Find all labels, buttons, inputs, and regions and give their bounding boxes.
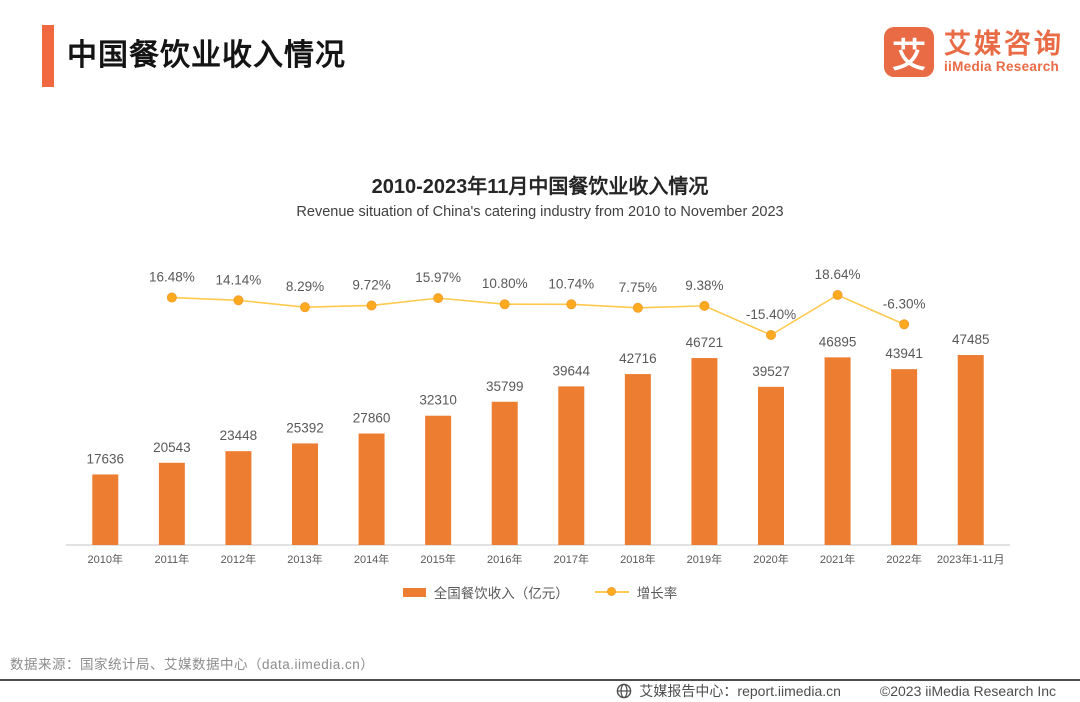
x-axis-label: 2017年 (554, 552, 589, 566)
legend-label-growth: 增长率 (636, 586, 678, 601)
growth-value-label: 18.64% (815, 267, 861, 282)
bar-value-label: 39527 (752, 364, 790, 379)
x-axis-label: 2022年 (886, 552, 921, 566)
growth-point-2015年 (433, 293, 444, 304)
bar-2012年 (225, 451, 252, 545)
x-axis-label: 2023年1-11月 (937, 552, 1005, 566)
line-marker-icon (606, 587, 616, 597)
bar-value-label: 42716 (619, 351, 657, 366)
copyright-text: ©2023 iiMedia Research Inc (879, 683, 1056, 699)
brand-logo: 艾 艾媒咨询 iiMedia Research (884, 27, 1064, 77)
bar-2017年 (558, 386, 585, 545)
x-axis-label: 2020年 (753, 552, 788, 566)
bar-2022年 (891, 369, 918, 545)
bar-2014年 (358, 433, 385, 545)
bar-swatch-icon (402, 587, 426, 597)
chart-title: 2010-2023年11月中国餐饮业收入情况 (371, 176, 709, 198)
x-axis-label: 2021年 (820, 552, 855, 566)
bar-value-label: 17636 (87, 451, 125, 466)
growth-point-2012年 (233, 295, 244, 306)
growth-point-2017年 (566, 299, 577, 310)
revenue-chart: 17636 20543 23448 25392 27860 32310 35799 39644… (66, 267, 1010, 566)
bar-2019年 (691, 358, 718, 545)
x-axis-label: 2018年 (620, 552, 655, 566)
logo-glyph: 艾 (892, 36, 926, 75)
bar-value-label: 20543 (153, 440, 191, 455)
growth-rate-line (171, 294, 905, 336)
legend-item-growth: 增长率 (594, 582, 678, 602)
bar-2021年 (824, 357, 851, 545)
growth-value-label: 14.14% (216, 272, 262, 287)
line-swatch-icon (594, 587, 629, 597)
growth-point-2016年 (499, 299, 510, 310)
growth-point-2022年 (899, 319, 910, 330)
bar-2023年1-11月 (957, 355, 984, 545)
chart-legend: 全国餐饮收入（亿元） 增长率 (0, 582, 1080, 602)
bar-2010年 (92, 474, 119, 545)
title-accent-bar (42, 25, 54, 87)
bar-2020年 (758, 386, 784, 545)
data-source-note: 数据来源：国家统计局、艾媒数据中心（data.iimedia.cn） (10, 657, 375, 672)
growth-point-2019年 (699, 300, 710, 311)
footer-divider (0, 679, 1080, 681)
growth-point-2011年 (166, 292, 177, 303)
growth-value-label: 9.38% (685, 278, 723, 293)
bar-value-label: 32310 (419, 393, 457, 408)
logo-name-en: iiMedia Research (944, 59, 1060, 75)
growth-value-label: 10.80% (482, 276, 528, 291)
x-axis-label: 2012年 (221, 552, 256, 566)
bar-2016年 (491, 401, 518, 545)
legend-label-revenue: 全国餐饮收入（亿元） (433, 586, 569, 601)
x-axis-label: 2019年 (687, 552, 722, 566)
growth-value-label: 7.75% (619, 280, 657, 295)
bar-value-label: 39644 (553, 363, 591, 378)
bar-value-label: 35799 (486, 379, 524, 394)
logo-text: 艾媒咨询 iiMedia Research (944, 28, 1064, 75)
bar-2018年 (624, 374, 651, 545)
x-axis-label: 2011年 (155, 552, 190, 566)
bar-value-label: 47485 (952, 332, 990, 347)
growth-point-2021年 (832, 290, 843, 300)
chart-subtitle: Revenue situation of China's catering in… (296, 204, 784, 220)
growth-point-2013年 (300, 302, 310, 313)
report-center-link: 艾媒报告中心：report.iimedia.cn (639, 683, 841, 699)
growth-value-label: -6.30% (883, 296, 926, 311)
bar-value-label: 43941 (885, 346, 923, 361)
growth-point-2014年 (366, 300, 377, 311)
bar-2013年 (292, 443, 318, 545)
x-axis-label: 2016年 (487, 552, 522, 566)
x-axis-label: 2014年 (354, 552, 389, 566)
x-axis-label: 2010年 (88, 552, 123, 566)
growth-value-label: 15.97% (415, 270, 461, 285)
bar-2011年 (158, 462, 185, 545)
footer-bar: 艾媒报告中心：report.iimedia.cn ©2023 iiMedia R… (616, 681, 1056, 701)
growth-point-2020年 (766, 330, 776, 340)
bar-2015年 (425, 415, 452, 545)
page-title: 中国餐饮业收入情况 (67, 39, 346, 72)
bar-value-label: 27860 (353, 411, 391, 426)
bar-value-label: 46721 (686, 335, 724, 350)
growth-value-label: 10.74% (548, 276, 594, 291)
growth-value-label: 8.29% (286, 279, 324, 294)
globe-icon (617, 683, 632, 699)
growth-point-2018年 (632, 302, 643, 313)
growth-value-label: 9.72% (352, 277, 390, 292)
x-axis-label: 2015年 (420, 552, 455, 566)
logo-mark-icon: 艾 (884, 27, 934, 77)
x-axis-label: 2013年 (287, 552, 322, 566)
logo-name-cn: 艾媒咨询 (944, 28, 1064, 59)
bar-value-label: 46895 (819, 334, 857, 349)
growth-value-label: 16.48% (149, 270, 195, 285)
bar-value-label: 23448 (220, 428, 258, 443)
legend-item-revenue: 全国餐饮收入（亿元） (402, 582, 569, 602)
bar-value-label: 25392 (286, 420, 324, 435)
growth-value-label: -15.40% (746, 307, 796, 322)
